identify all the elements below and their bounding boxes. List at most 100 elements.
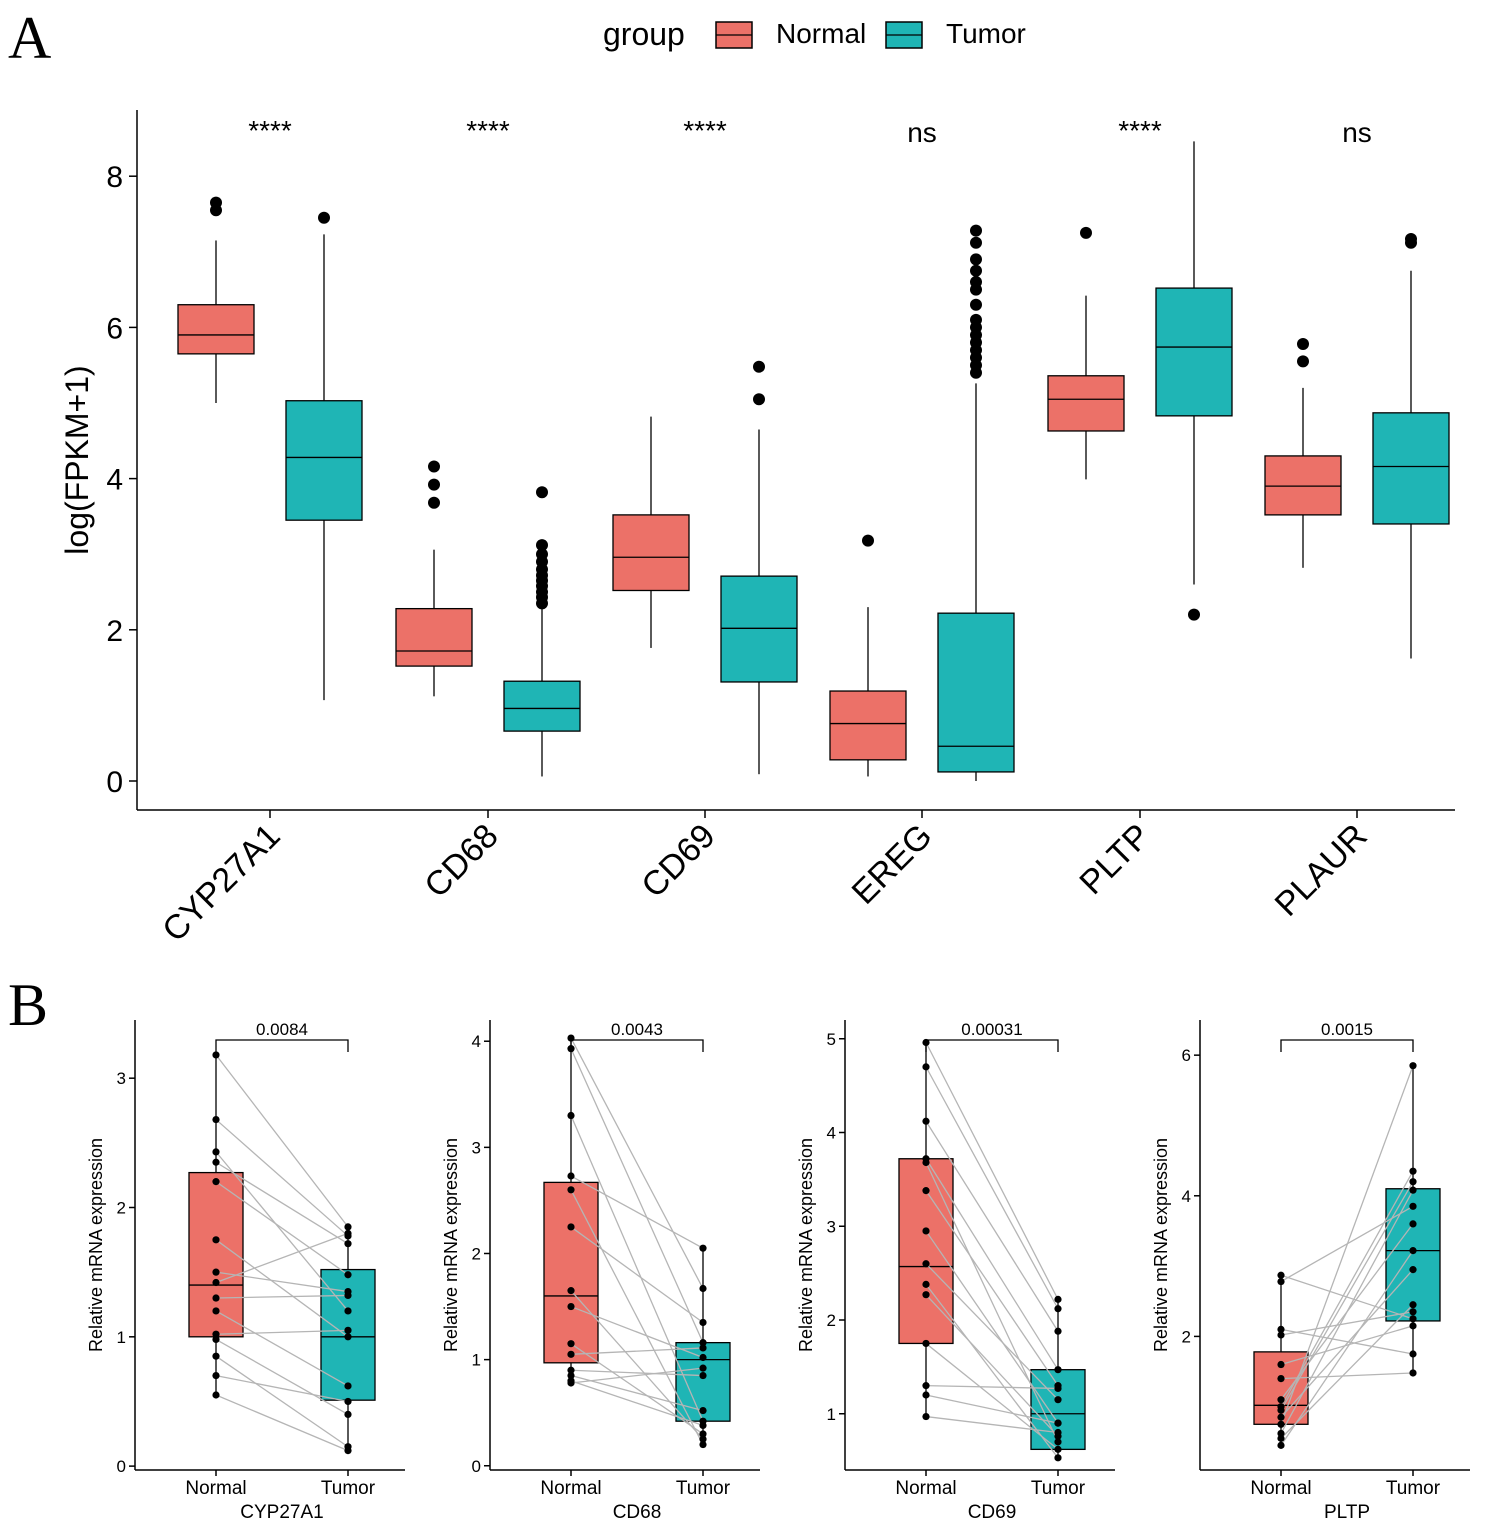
legend-label-normal: Normal xyxy=(776,18,866,49)
normal-point xyxy=(922,1063,930,1071)
significance-label: ns xyxy=(907,117,937,148)
y-tick-label: 4 xyxy=(106,464,123,497)
pair-line xyxy=(570,1369,704,1377)
box-tumor-box xyxy=(720,575,798,683)
pair-line xyxy=(570,1037,704,1289)
panel-label-a: A xyxy=(8,5,51,71)
pair-line xyxy=(925,1283,1059,1459)
pair-line xyxy=(925,1384,1059,1390)
x-tick-label: Normal xyxy=(185,1478,246,1499)
y-tick-label: 1 xyxy=(827,1405,836,1424)
pair-line xyxy=(215,1181,349,1276)
pair-line xyxy=(570,1175,704,1249)
p-value-label: 0.0015 xyxy=(1321,1020,1373,1039)
tumor-point xyxy=(344,1333,352,1341)
outlier-point xyxy=(1297,355,1309,368)
pair-line xyxy=(215,1161,349,1245)
pair-line xyxy=(925,1042,1059,1300)
significance-label: **** xyxy=(466,115,510,146)
pair-line xyxy=(1280,1250,1414,1446)
legend: group Normal Tumor xyxy=(603,16,1026,52)
tumor-point xyxy=(699,1421,707,1430)
significance-bracket xyxy=(215,1039,349,1052)
panel-label-b: B xyxy=(8,972,48,1038)
pair-line xyxy=(1280,1304,1414,1439)
tumor-point xyxy=(699,1318,707,1327)
box-normal-box xyxy=(1047,375,1125,432)
outlier-point xyxy=(970,236,982,249)
normal-point xyxy=(567,1366,575,1374)
tumor-point xyxy=(1409,1220,1417,1228)
tumor-point xyxy=(1054,1366,1062,1374)
y-tick-label: 2 xyxy=(117,1199,126,1218)
box-tumor-box xyxy=(937,612,1015,773)
y-tick-label: 4 xyxy=(1182,1187,1191,1206)
outlier-point xyxy=(1188,608,1200,621)
tumor-point xyxy=(1054,1445,1062,1453)
tumor-point xyxy=(699,1371,707,1380)
panel-a-boxplot: 0 2 4 6 8 log(FPKM+1) CYP27A1 **** CD68 **** CD69 *… xyxy=(59,110,1455,949)
tumor-point xyxy=(344,1271,352,1279)
pair-line xyxy=(1280,1269,1414,1418)
tumor-point xyxy=(699,1339,707,1347)
normal-point xyxy=(1277,1413,1285,1421)
tumor-point xyxy=(699,1284,707,1293)
normal-point xyxy=(212,1372,220,1380)
panel-b-cd69: 1 2 3 4 5 Relative mRNA expression Normal Tumor… xyxy=(796,1020,1115,1523)
y-tick-label: 4 xyxy=(827,1124,836,1143)
pair-line xyxy=(570,1367,704,1384)
normal-point xyxy=(212,1236,220,1244)
box-tumor-box xyxy=(503,680,581,732)
panel-b-cyp27a1: 0 1 2 3 Relative mRNA expression Normal Tumor C… xyxy=(86,1020,405,1523)
tumor-point xyxy=(344,1382,352,1390)
outlier-point xyxy=(1297,338,1309,351)
significance-label: **** xyxy=(248,115,292,146)
pair-line xyxy=(570,1343,704,1435)
outlier-point xyxy=(536,486,548,499)
legend-title: group xyxy=(603,16,685,52)
tumor-point xyxy=(1054,1438,1062,1446)
normal-point xyxy=(922,1339,930,1348)
tumor-point xyxy=(1409,1167,1417,1175)
normal-point xyxy=(212,1330,220,1338)
y-tick-label: 4 xyxy=(472,1032,481,1051)
pair-line xyxy=(215,1239,349,1338)
pair-line xyxy=(215,1338,349,1415)
outlier-point xyxy=(1080,226,1092,239)
pair-line xyxy=(925,1342,1059,1450)
normal-point xyxy=(922,1280,930,1288)
y-tick-label: 2 xyxy=(827,1311,836,1330)
y-tick-label: 8 xyxy=(106,161,123,194)
x-tick-label: Normal xyxy=(540,1478,601,1499)
tumor-point xyxy=(1409,1202,1417,1210)
normal-point xyxy=(212,1278,220,1287)
normal-point xyxy=(212,1051,220,1059)
tumor-point xyxy=(699,1406,707,1415)
x-tick-label: Tumor xyxy=(676,1478,731,1499)
normal-point xyxy=(212,1352,220,1360)
x-axis-label: CYP27A1 xyxy=(240,1502,323,1523)
panel-b-cd68: 0 1 2 3 4 Relative mRNA expression Normal Tumor… xyxy=(441,1020,760,1523)
pair-line xyxy=(925,1230,1059,1424)
tumor-point xyxy=(1054,1419,1062,1427)
box-tumor-box xyxy=(1155,287,1233,417)
tumor-point xyxy=(1054,1305,1062,1313)
outlier-point xyxy=(428,460,440,473)
outlier-point xyxy=(862,534,874,547)
tumor-point xyxy=(344,1229,352,1237)
tumor-point xyxy=(344,1410,352,1418)
pair-line xyxy=(215,1374,349,1403)
significance-bracket xyxy=(1280,1039,1414,1052)
tumor-point xyxy=(699,1435,707,1443)
normal-point xyxy=(212,1115,220,1124)
significance-bracket xyxy=(925,1039,1059,1052)
normal-point xyxy=(1277,1434,1285,1442)
tumor-point xyxy=(1409,1350,1417,1358)
tumor-point xyxy=(699,1353,707,1362)
normal-point xyxy=(1277,1406,1285,1414)
y-tick-label: 2 xyxy=(106,615,123,648)
normal-point xyxy=(567,1186,575,1194)
pair-line xyxy=(1280,1372,1414,1380)
tumor-point xyxy=(1409,1322,1417,1330)
y-tick-label: 2 xyxy=(472,1244,481,1263)
